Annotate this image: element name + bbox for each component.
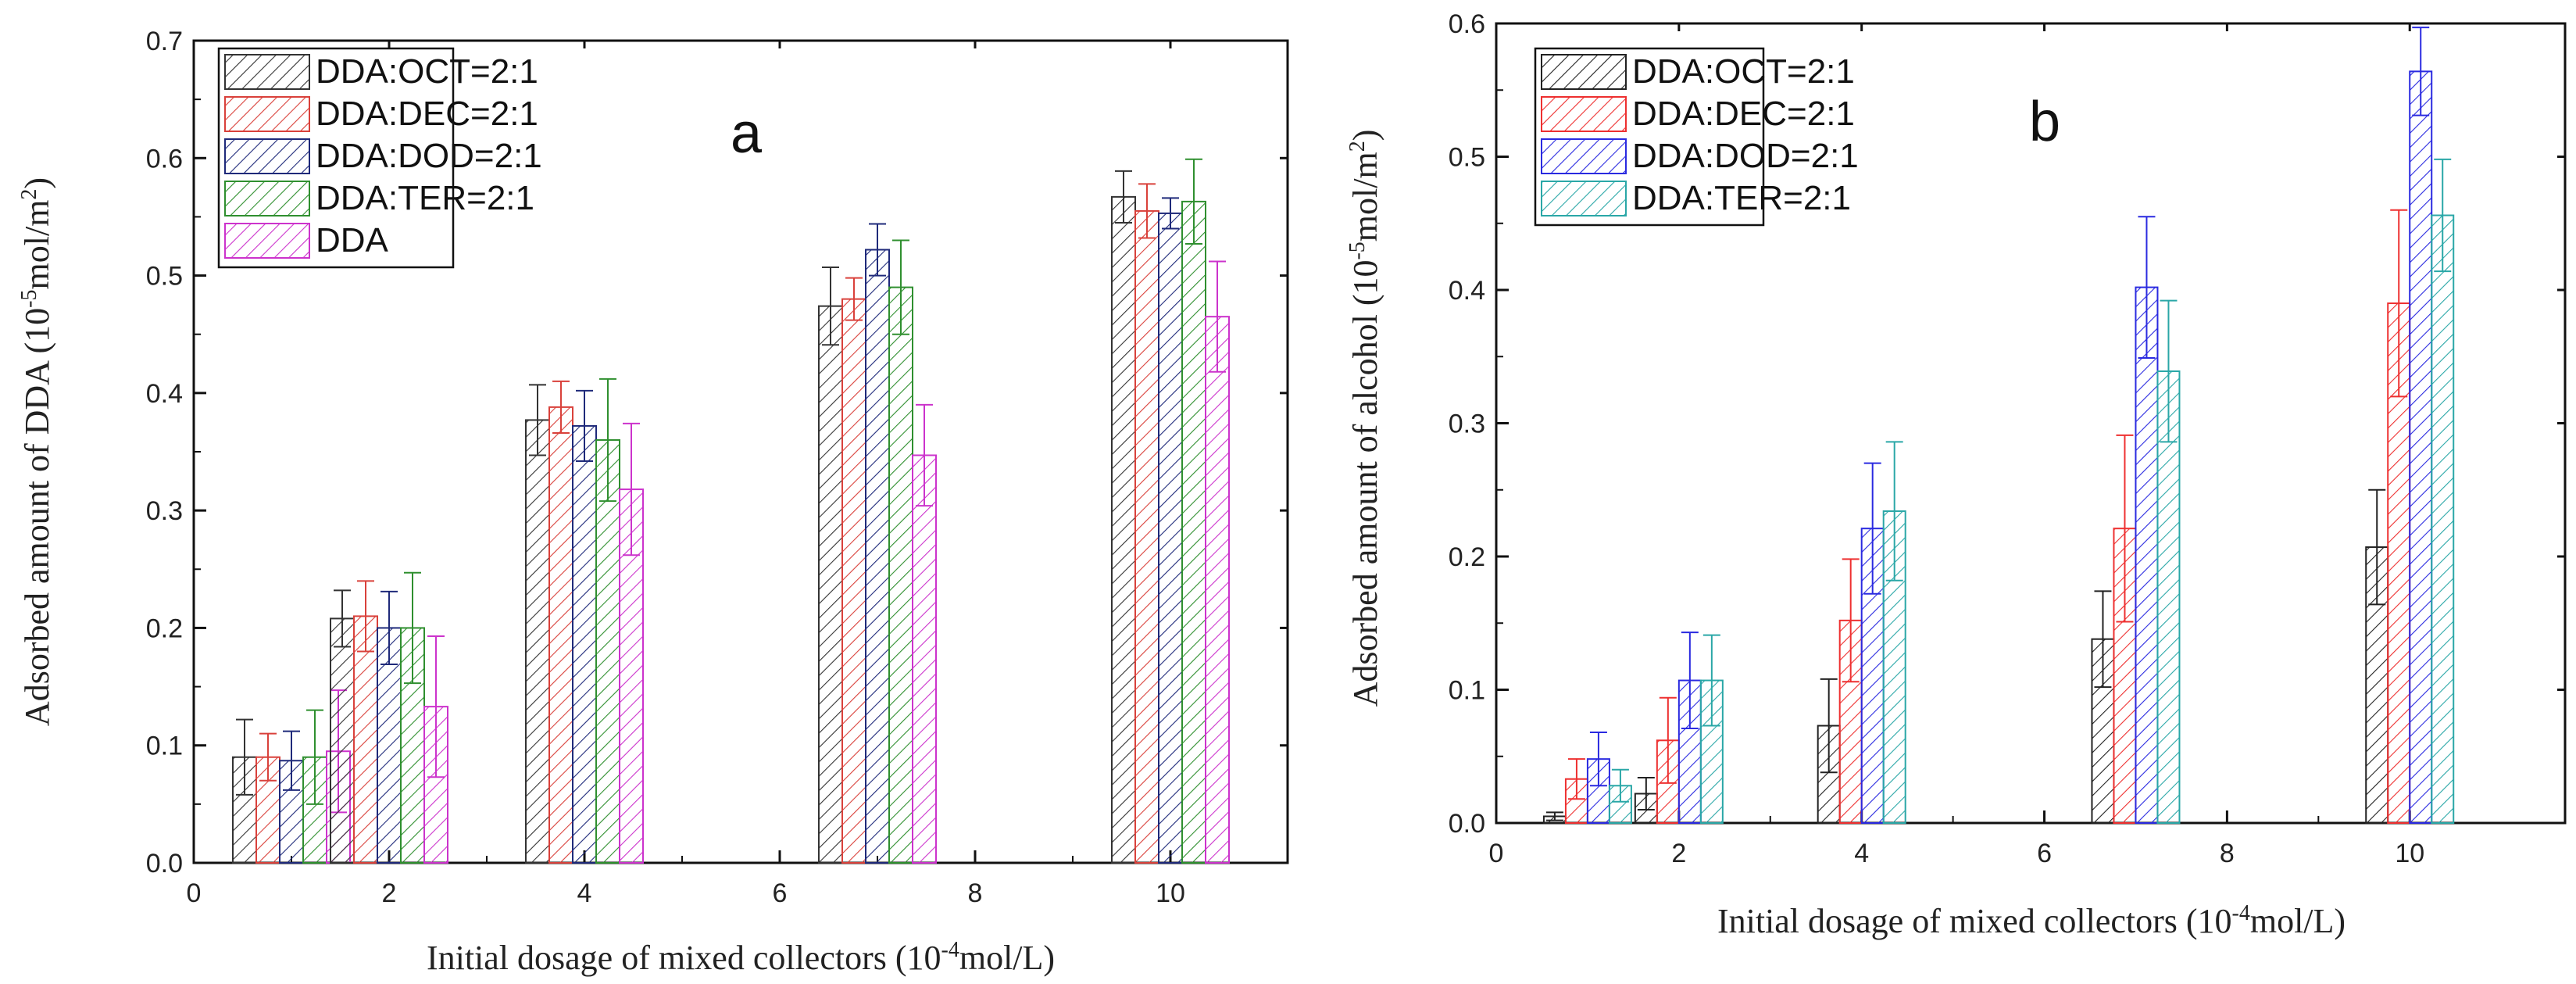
legend-label: DDA:DEC=2:1	[316, 95, 538, 133]
y-tick-label: 0.0	[1449, 809, 1485, 839]
bars-a	[232, 158, 1230, 864]
x-tick-label: 2	[1671, 839, 1686, 868]
y-tick-label: 0.0	[146, 849, 183, 878]
panel-letter-b: b	[2029, 91, 2060, 153]
chart-panel-a: 0.0 0.1 0.2 0.3 0.4 0.5 0.6 0.7 0 2 4 6 8 10 DDA:OCT…	[17, 27, 1289, 977]
y-axis-title-b: Adsorbed amount of alcohol (10-5mol/m2)	[1345, 130, 1384, 707]
bar	[302, 756, 327, 864]
bar	[2156, 370, 2181, 824]
y-tick-label: 0.5	[146, 262, 183, 292]
x-tick-label: 10	[2395, 839, 2424, 868]
x-axis-ticks-a: 0 2 4 6 8 10	[187, 41, 1185, 908]
bar	[1134, 209, 1159, 864]
bar	[1181, 200, 1206, 864]
bar	[330, 617, 355, 864]
y-axis-ticks-b: 0.0 0.1 0.2 0.3 0.4 0.5 0.6	[1449, 9, 2565, 839]
bar	[525, 419, 550, 864]
bar	[548, 406, 573, 864]
legend-label: DDA	[316, 221, 389, 259]
y-tick-label: 0.4	[1449, 276, 1485, 306]
x-axis-title-a: Initial dosage of mixed collectors (10-4…	[427, 938, 1055, 977]
legend-swatch	[1541, 54, 1627, 90]
x-tick-label: 4	[1854, 839, 1869, 868]
x-tick-label: 2	[382, 878, 397, 908]
chart-panel-b: 0.0 0.1 0.2 0.3 0.4 0.5 0.6 0 2 4 6 8 10 DDA:OCT=2:…	[1345, 9, 2567, 940]
x-tick-label: 0	[187, 878, 202, 908]
legend-swatch	[1541, 138, 1627, 174]
legend-swatch	[224, 54, 310, 90]
y-tick-label: 0.7	[146, 27, 183, 56]
bar	[841, 298, 866, 864]
bar	[2135, 286, 2159, 824]
legend-label: DDA:TER=2:1	[316, 179, 534, 217]
bars-b	[1542, 27, 2455, 825]
y-tick-label: 0.3	[146, 496, 183, 526]
y-axis-title-a: Adsorbed amount of DDA (10-5mol/m2)	[17, 177, 56, 726]
bar	[912, 454, 937, 864]
y-tick-label: 0.6	[1449, 9, 1485, 39]
y-tick-label: 0.1	[146, 732, 183, 761]
y-tick-label: 0.2	[1449, 542, 1485, 572]
bar	[865, 249, 890, 864]
bar	[2431, 214, 2455, 824]
x-tick-label: 4	[577, 878, 592, 908]
legend-b: DDA:OCT=2:1 DDA:DEC=2:1 DDA:DOD=2:1 DDA:TER…	[1534, 47, 1859, 227]
x-tick-label: 6	[773, 878, 788, 908]
bar	[1205, 316, 1230, 864]
legend-swatch	[224, 181, 310, 216]
bar	[1158, 212, 1183, 864]
legend-label: DDA:DEC=2:1	[1632, 95, 1855, 133]
legend-label: DDA:TER=2:1	[1632, 179, 1851, 217]
bar	[888, 286, 913, 864]
bar	[572, 424, 597, 864]
panel-letter-a: a	[731, 102, 763, 165]
legend-swatch	[224, 138, 310, 174]
x-tick-label: 10	[1156, 878, 1185, 908]
x-tick-label: 8	[968, 878, 983, 908]
y-tick-label: 0.2	[146, 614, 183, 643]
x-tick-label: 0	[1489, 839, 1504, 868]
legend-label: DDA:OCT=2:1	[1632, 52, 1855, 91]
y-tick-label: 0.4	[146, 379, 183, 409]
bar	[2409, 70, 2433, 824]
legend-label: DDA:DOD=2:1	[1632, 137, 1859, 175]
legend-label: DDA:DOD=2:1	[316, 137, 542, 175]
y-tick-label: 0.6	[146, 144, 183, 174]
bar	[1111, 195, 1136, 864]
legend-swatch	[224, 96, 310, 132]
y-tick-label: 0.5	[1449, 143, 1485, 173]
legend-label: DDA:OCT=2:1	[316, 52, 538, 91]
x-axis-title-b: Initial dosage of mixed collectors (10-4…	[1717, 901, 2346, 940]
legend-swatch	[1541, 181, 1627, 216]
bar	[353, 615, 378, 864]
legend-swatch	[1541, 96, 1627, 132]
y-tick-label: 0.3	[1449, 410, 1485, 439]
x-tick-label: 8	[2220, 839, 2235, 868]
x-tick-label: 6	[2037, 839, 2052, 868]
y-tick-label: 0.1	[1449, 676, 1485, 706]
y-axis-ticks-a: 0.0 0.1 0.2 0.3 0.4 0.5 0.6 0.7	[146, 27, 1288, 878]
legend-a: DDA:OCT=2:1 DDA:DEC=2:1 DDA:DOD=2:1 DDA:TER…	[217, 47, 542, 269]
bar	[818, 305, 843, 864]
bar	[595, 438, 620, 864]
legend-swatch	[224, 223, 310, 259]
